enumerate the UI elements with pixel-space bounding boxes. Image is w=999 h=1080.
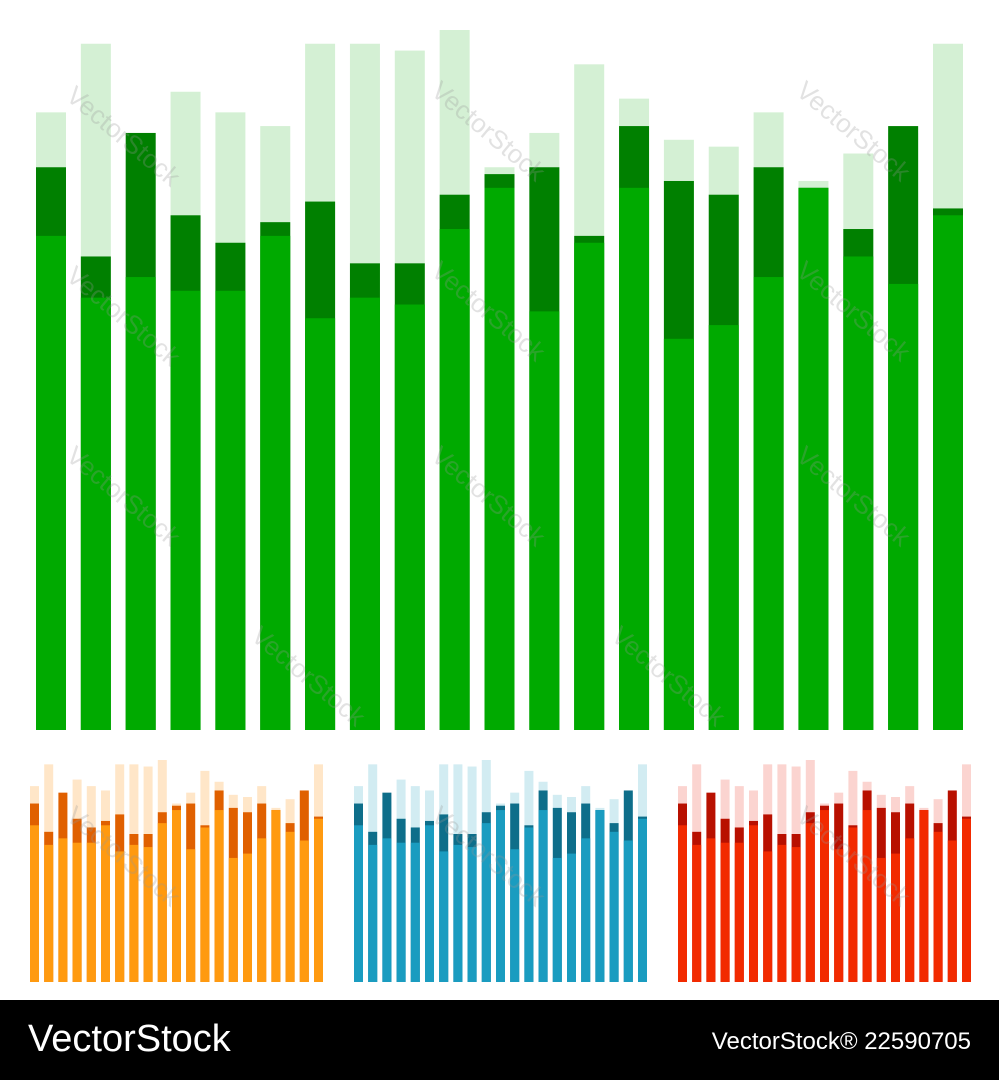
blue-equalizer-bar-base-7 <box>439 851 449 982</box>
main-equalizer-bar-base-6 <box>260 235 291 730</box>
main-equalizer-bar-base-2 <box>80 297 111 730</box>
main-equalizer-bar-base-11 <box>484 187 515 731</box>
main-equalizer-bar-base-20 <box>888 283 919 730</box>
blue-equalizer-bar-base-10 <box>481 823 491 982</box>
red-equalizer-bar-base-16 <box>891 853 900 982</box>
orange-equalizer-bar-base-7 <box>115 851 125 982</box>
orange-equalizer-bar-base-8 <box>129 844 139 982</box>
blue-equalizer-bar-base-8 <box>453 844 463 982</box>
blue-equalizer-bar-base-5 <box>410 842 420 982</box>
red-equalizer-bar-base-1 <box>678 825 687 982</box>
red-equalizer-bar-base-6 <box>749 825 758 982</box>
footer-image-id: VectorStock® 22590705 <box>711 1028 971 1055</box>
main-equalizer-bar-base-19 <box>843 256 874 730</box>
chart-layer <box>30 30 971 982</box>
blue-equalizer-bar-base-16 <box>567 853 576 982</box>
blue-equalizer-bar-base-1 <box>354 825 363 982</box>
main-equalizer-bar-base-7 <box>305 318 336 730</box>
orange-equalizer-bar-base-11 <box>172 810 181 982</box>
main-equalizer-bar-base-8 <box>349 297 380 730</box>
main-equalizer-bar-base-15 <box>663 338 694 730</box>
main-equalizer-bar-base-3 <box>125 277 156 730</box>
main-equalizer <box>36 30 963 731</box>
red-equalizer-bar-base-21 <box>962 818 971 982</box>
blue-equalizer-bar-base-4 <box>396 842 406 982</box>
orange-equalizer-bar-base-10 <box>157 823 167 982</box>
orange-equalizer-bar-base-16 <box>243 853 252 982</box>
footer-brand-logo: VectorStock <box>28 1018 231 1060</box>
blue-equalizer-bar-base-11 <box>496 810 505 982</box>
blue-equalizer-bar-base-18 <box>595 810 605 982</box>
main-equalizer-bar-base-21 <box>933 215 963 731</box>
equalizer-charts <box>30 30 971 982</box>
main-equalizer-bar-base-5 <box>215 290 246 730</box>
orange-equalizer-bar-base-6 <box>101 825 110 982</box>
blue-equalizer-bar-base-6 <box>425 825 434 982</box>
orange-equalizer-bar-base-5 <box>86 842 96 982</box>
main-equalizer-bar-base-14 <box>619 187 650 731</box>
main-equalizer-bar-base-12 <box>529 311 560 730</box>
main-equalizer-bar-base-1 <box>36 235 66 730</box>
orange-equalizer-bar-base-15 <box>228 857 238 982</box>
orange-equalizer-bar-base-9 <box>143 847 153 982</box>
blue-equalizer-bar-base-21 <box>638 818 647 982</box>
orange-equalizer-bar-base-21 <box>314 818 323 982</box>
blue-equalizer-bar-base-9 <box>467 847 477 982</box>
orange-equalizer-bar-base-13 <box>200 827 210 982</box>
main-equalizer-bar-base-13 <box>574 242 605 730</box>
blue-equalizer-bar-base-14 <box>538 810 548 982</box>
orange-equalizer-bar-base-20 <box>299 840 309 982</box>
main-equalizer-bar-base-4 <box>170 290 201 730</box>
main-equalizer-bar-base-17 <box>753 277 784 730</box>
orange-equalizer <box>30 760 323 982</box>
orange-equalizer-bar-base-2 <box>44 844 54 982</box>
red-equalizer-bar-base-10 <box>805 823 815 982</box>
orange-equalizer-bar-base-3 <box>58 838 68 982</box>
red-equalizer-bar-base-5 <box>734 842 744 982</box>
red-equalizer-bar-base-12 <box>834 849 844 982</box>
orange-equalizer-bar-base-1 <box>30 825 39 982</box>
red-equalizer-bar-base-2 <box>692 844 702 982</box>
red-equalizer-bar-base-17 <box>905 838 915 982</box>
red-equalizer-bar-base-13 <box>848 827 858 982</box>
blue-equalizer-bar-base-2 <box>368 844 378 982</box>
red-equalizer-bar-base-8 <box>777 844 787 982</box>
orange-equalizer-bar-base-12 <box>186 849 196 982</box>
blue-equalizer-bar-base-15 <box>552 857 562 982</box>
red-equalizer-bar-base-15 <box>876 857 886 982</box>
red-equalizer-bar-base-9 <box>791 847 801 982</box>
orange-equalizer-bar-base-14 <box>214 810 224 982</box>
blue-equalizer-bar-base-20 <box>623 840 633 982</box>
blue-equalizer-bar-base-17 <box>581 838 591 982</box>
red-equalizer-bar-base-18 <box>919 810 929 982</box>
red-equalizer-bar-base-11 <box>820 810 829 982</box>
orange-equalizer-bar-base-18 <box>271 810 281 982</box>
red-equalizer-bar-base-3 <box>706 838 716 982</box>
red-equalizer-bar-base-20 <box>947 840 957 982</box>
main-equalizer-bar-base-9 <box>394 304 425 730</box>
blue-equalizer-bar-base-3 <box>382 838 392 982</box>
main-equalizer-bar-base-10 <box>439 229 470 730</box>
blue-equalizer-bar-base-12 <box>510 849 520 982</box>
red-equalizer-bar-base-7 <box>763 851 773 982</box>
red-equalizer <box>678 760 971 982</box>
orange-equalizer-bar-base-4 <box>72 842 82 982</box>
main-equalizer-bar-base-16 <box>708 325 739 730</box>
orange-equalizer-bar-base-19 <box>285 831 295 982</box>
blue-equalizer-bar-base-13 <box>524 827 534 982</box>
red-equalizer-bar-base-14 <box>862 810 872 982</box>
blue-equalizer <box>354 760 647 982</box>
red-equalizer-bar-base-19 <box>933 831 943 982</box>
orange-equalizer-bar-base-17 <box>257 838 267 982</box>
footer-bar: VectorStock VectorStock® 22590705 <box>0 1000 999 1080</box>
main-equalizer-bar-base-18 <box>798 187 829 731</box>
blue-equalizer-bar-base-19 <box>609 831 619 982</box>
red-equalizer-bar-base-4 <box>720 842 730 982</box>
